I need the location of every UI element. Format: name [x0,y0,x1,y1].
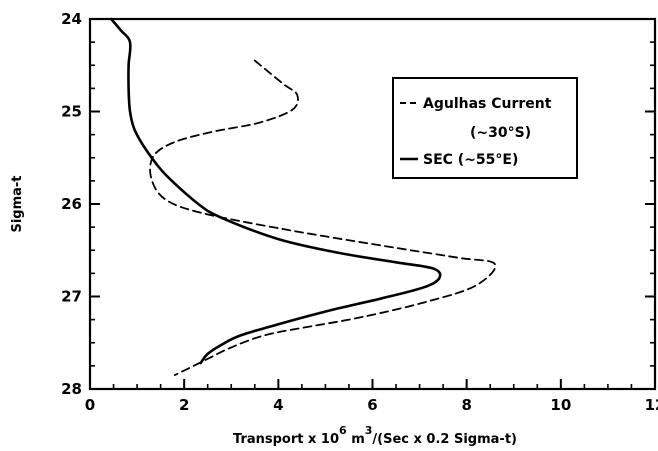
y-tick-label: 25 [61,103,82,121]
y-tick-label: 26 [61,195,82,213]
y-axis-label: Sigma-t [10,175,25,232]
legend-label-sec: SEC (~55°E) [423,152,518,168]
y-tick-label: 28 [61,380,82,398]
x-tick-label: 0 [85,396,95,414]
y-tick-label: 27 [61,288,82,306]
x-tick-label: 8 [461,396,471,414]
y-tick-label: 24 [61,10,82,28]
x-tick-label: 4 [273,396,283,414]
agulhas-current-line [149,59,497,376]
legend-label-agulhas-latitude: (~30°S) [470,125,531,141]
legend: Agulhas Current (~30°S) SEC (~55°E) [392,77,578,179]
legend-box [392,77,578,179]
x-axis-label: Transport x 106 m3/(Sec x 0.2 Sigma-t) [233,424,517,447]
x-tick-label: 12 [645,396,658,414]
sec-line [109,17,442,365]
x-tick-label: 2 [179,396,189,414]
x-tick-label: 6 [367,396,377,414]
legend-label-agulhas: Agulhas Current [423,96,552,112]
x-tick-label: 10 [550,396,571,414]
